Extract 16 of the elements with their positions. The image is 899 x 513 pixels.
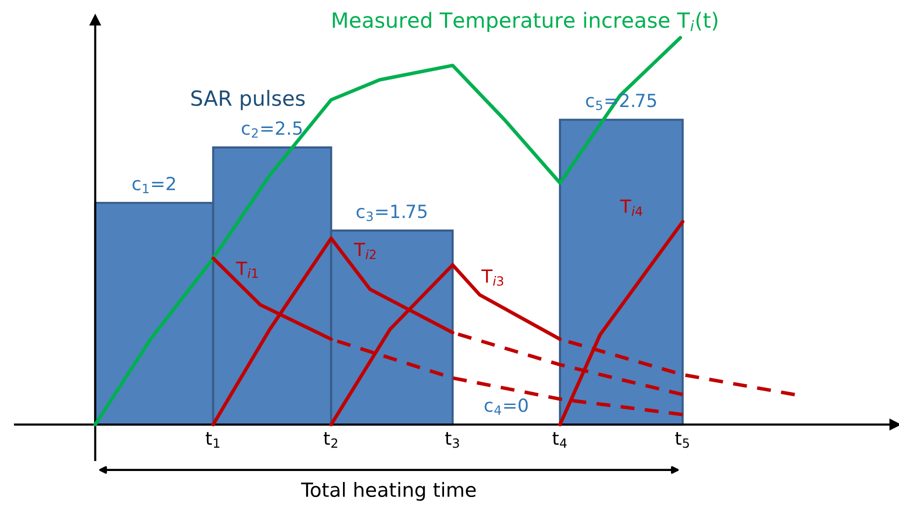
x-tick-label: t$_{5}$ — [675, 432, 689, 448]
x-tick-label: t$_{2}$ — [324, 432, 338, 448]
annotation: T$_{i1}$ — [236, 262, 258, 278]
data-label: c$_{2}$=2.5 — [242, 121, 302, 138]
annotation: T$_{i2}$ — [354, 242, 376, 260]
x-tick-label: t$_{3}$ — [445, 432, 459, 448]
annotation: T$_{i4}$ — [620, 200, 642, 216]
annotation: T$_{i3}$ — [481, 269, 504, 286]
data-label: c$_{4}$=0 — [484, 398, 528, 415]
annotation: SAR pulses — [191, 90, 305, 110]
x-tick-label: t$_{1}$ — [206, 432, 220, 448]
x-tick-label: t$_{4}$ — [552, 432, 567, 448]
data-label: c$_{1}$=2 — [132, 176, 175, 194]
annotation: Measured Temperature increase T$_{i}$(t) — [332, 12, 718, 32]
x-axis-title: Total heating time — [301, 482, 476, 501]
data-label: c$_{3}$=1.75 — [356, 204, 427, 222]
